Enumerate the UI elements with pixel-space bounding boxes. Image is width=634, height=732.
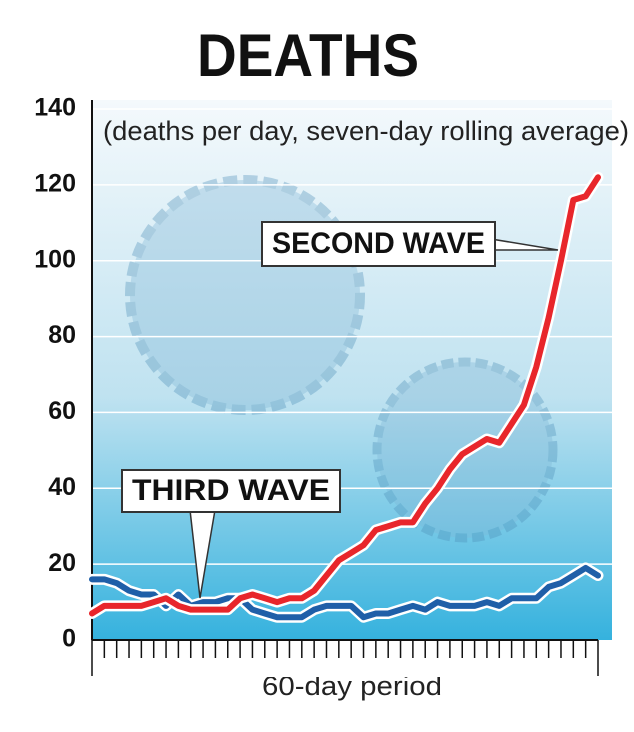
callout-box: [261, 221, 496, 267]
callout-pointer: [484, 237, 559, 251]
y-tick-label: 80: [48, 321, 76, 349]
y-tick-label: 60: [48, 397, 76, 425]
legend-label: SECOND WAVE: [272, 227, 485, 260]
y-tick-label: 20: [48, 549, 76, 577]
y-tick-label: 0: [62, 625, 76, 653]
series-line: [89, 564, 601, 621]
chart-subtitle: (deaths per day, seven-day rolling avera…: [103, 116, 629, 146]
y-tick-label: 140: [34, 94, 76, 122]
y-tick-label: 40: [48, 473, 76, 501]
series-line: [89, 174, 601, 617]
x-axis-band: [92, 641, 598, 677]
y-tick-label: 100: [34, 245, 76, 273]
y-tick-label: 120: [34, 169, 76, 197]
chart-title: DEATHS: [197, 22, 419, 89]
callout-box: [121, 469, 341, 513]
legend-label: THIRD WAVE: [132, 474, 330, 507]
